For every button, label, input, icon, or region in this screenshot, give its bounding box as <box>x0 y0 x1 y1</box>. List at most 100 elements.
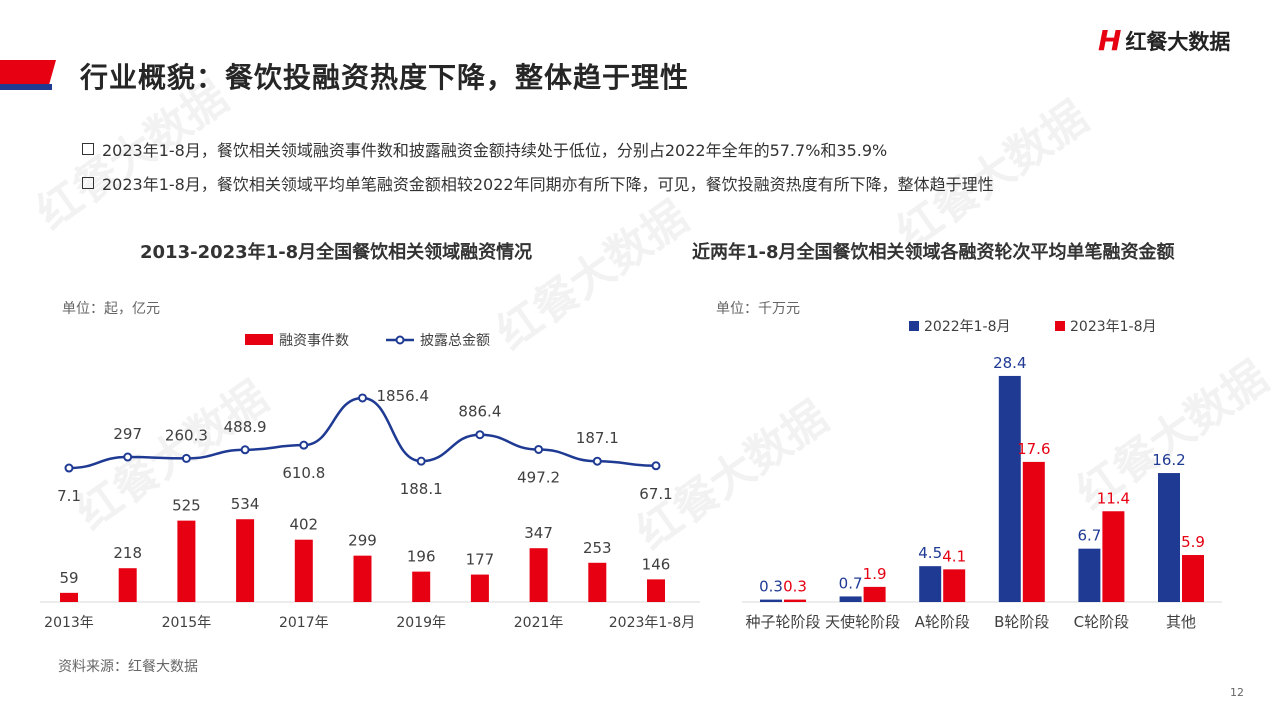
bar-data-label: 402 <box>289 516 318 534</box>
legend-swatch-2022 <box>909 321 919 331</box>
line-data-label: 7.1 <box>57 487 81 505</box>
legend-swatch-bar <box>245 334 273 345</box>
legend-label-line: 披露总金额 <box>420 333 490 349</box>
bar-2019年 <box>412 571 431 602</box>
page-title: 行业概貌：餐饮投融资热度下降，整体趋于理性 <box>80 61 690 94</box>
x-tick-label: 2017年 <box>279 615 329 631</box>
line-point <box>475 430 485 440</box>
bar-2023年1-8月-B轮阶段 <box>1022 461 1045 602</box>
logo-icon: H <box>1098 24 1122 57</box>
line-data-label: 497.2 <box>517 468 560 486</box>
x-tick-label: 种子轮阶段 <box>745 613 820 631</box>
x-tick-label: 2019年 <box>396 615 446 631</box>
page-number: 12 <box>1230 686 1244 699</box>
legend-label-bar: 融资事件数 <box>279 333 349 349</box>
bar-2023年1-8月-种子轮阶段 <box>784 599 806 602</box>
bar-data-label: 218 <box>113 544 142 562</box>
bullet-text: 2023年1-8月，餐饮相关领域平均单笔融资金额相较2022年同期亦有所下降，可… <box>102 175 994 194</box>
line-point <box>416 456 426 466</box>
line-point <box>592 456 602 466</box>
bar-data-label: 253 <box>583 539 612 557</box>
right-chart-title: 近两年1-8月全国餐饮相关领域各融资轮次平均单笔融资金额 <box>692 242 1175 263</box>
bar-2022年1-8月-C轮阶段 <box>1078 548 1101 602</box>
bar-data-label: 17.6 <box>1017 440 1050 458</box>
legend-label-2022: 2022年1-8月 <box>924 319 1011 335</box>
title-accent-red <box>0 60 56 84</box>
line-data-label: 260.3 <box>165 426 208 444</box>
bar-2023年1-8月-其他 <box>1182 555 1204 602</box>
bar-data-label: 16.2 <box>1152 451 1185 469</box>
bar-data-label: 5.9 <box>1181 533 1205 551</box>
bar-2013年 <box>60 592 78 602</box>
logo-text: 红餐大数据 <box>1125 29 1231 54</box>
source-note: 资料来源：红餐大数据 <box>58 659 198 675</box>
bar-2021年 <box>529 548 548 602</box>
bar-data-label: 6.7 <box>1077 527 1101 545</box>
bar-data-label: 534 <box>231 495 260 513</box>
x-tick-label: 2013年 <box>44 615 94 631</box>
bar-2017年 <box>294 539 313 602</box>
bar-data-label: 196 <box>407 548 436 566</box>
bullet-item: 2023年1-8月，餐饮相关领域平均单笔融资金额相较2022年同期亦有所下降，可… <box>82 171 994 195</box>
line-data-label: 488.9 <box>224 418 267 436</box>
bar-data-label: 0.3 <box>759 578 783 596</box>
line-data-label: 187.1 <box>576 429 619 447</box>
bar-2022年 <box>588 562 607 602</box>
right-chart-unit: 单位：千万元 <box>716 301 800 317</box>
x-tick-label: B轮阶段 <box>994 613 1049 631</box>
line-point <box>651 461 661 471</box>
title-accent-blue <box>0 84 52 90</box>
x-tick-label: 天使轮阶段 <box>825 613 900 631</box>
line-point <box>358 393 367 403</box>
legend-label-2023: 2023年1-8月 <box>1070 319 1157 335</box>
line-data-label: 610.8 <box>282 464 325 482</box>
bar-2023年1-8月-天使轮阶段 <box>863 586 886 602</box>
bar-2022年1-8月-天使轮阶段 <box>839 596 862 602</box>
line-point <box>64 463 74 473</box>
bar-data-label: 525 <box>172 497 201 515</box>
x-tick-label: 2023年1-8月 <box>609 615 696 631</box>
line-data-label: 188.1 <box>400 480 443 498</box>
bar-2022年1-8月-B轮阶段 <box>998 375 1021 602</box>
line-data-label: 886.4 <box>458 403 501 421</box>
x-tick-label: 2015年 <box>162 615 212 631</box>
logo: H 红餐大数据 <box>1098 24 1230 57</box>
bar-2020年 <box>470 574 489 602</box>
bar-2022年1-8月-A轮阶段 <box>919 566 942 602</box>
line-point <box>299 440 309 450</box>
x-tick-label: 其他 <box>1166 613 1196 631</box>
bar-data-label: 0.7 <box>839 574 863 592</box>
line-point <box>123 452 133 462</box>
bar-data-label: 177 <box>466 551 495 569</box>
bar-data-label: 4.5 <box>918 544 942 562</box>
bar-data-label: 11.4 <box>1097 489 1130 507</box>
bar-data-label: 1.9 <box>863 565 887 583</box>
bar-data-label: 59 <box>59 569 78 587</box>
bar-data-label: 0.3 <box>783 578 807 596</box>
bar-2022年1-8月-种子轮阶段 <box>760 599 782 602</box>
bar-2015年 <box>177 520 196 602</box>
line-point <box>240 445 250 455</box>
bar-data-label: 28.4 <box>993 354 1026 372</box>
legend-swatch-2023 <box>1055 321 1065 331</box>
bar-2023年1-8月 <box>647 579 665 602</box>
line-data-label: 1856.4 <box>377 387 430 405</box>
bullet-item: 2023年1-8月，餐饮相关领域融资事件数和披露融资金额持续处于低位，分别占20… <box>82 137 887 161</box>
bar-data-label: 299 <box>348 532 377 550</box>
line-point <box>534 444 544 454</box>
left-chart-title: 2013-2023年1-8月全国餐饮相关领域融资情况 <box>140 242 533 263</box>
line-series-amount <box>68 396 657 470</box>
left-chart-unit: 单位：起，亿元 <box>62 301 160 317</box>
bar-2023年1-8月-A轮阶段 <box>943 569 966 602</box>
bar-2023年1-8月-C轮阶段 <box>1102 511 1125 602</box>
line-point <box>181 453 191 463</box>
bar-data-label: 146 <box>642 555 671 573</box>
line-data-label: 297 <box>113 425 142 443</box>
bar-data-label: 4.1 <box>942 547 966 565</box>
square-bullet-icon <box>82 177 94 189</box>
x-tick-label: 2021年 <box>514 615 564 631</box>
bar-data-label: 347 <box>524 524 553 542</box>
bullet-text: 2023年1-8月，餐饮相关领域融资事件数和披露融资金额持续处于低位，分别占20… <box>102 141 888 160</box>
